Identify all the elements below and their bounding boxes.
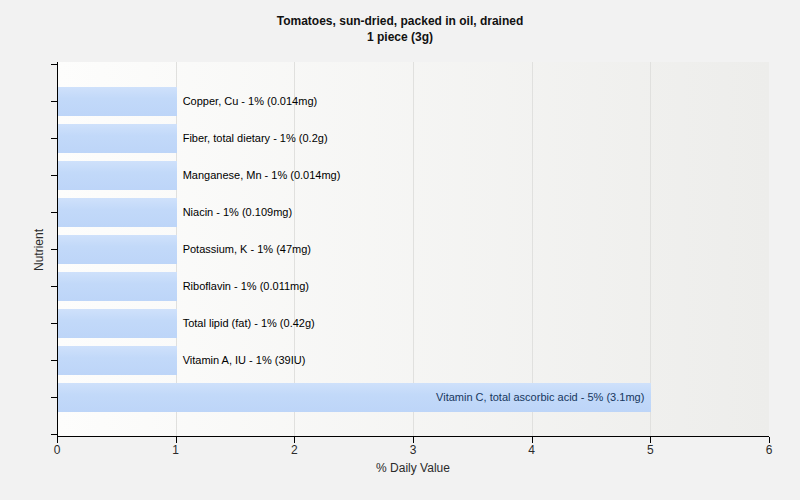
nutrient-bar-chart: Tomatoes, sun-dried, packed in oil, drai… — [0, 0, 800, 500]
y-axis-tick — [51, 434, 57, 435]
x-axis-title: % Daily Value — [57, 461, 769, 475]
y-axis-tick — [51, 249, 57, 250]
chart-title-line1: Tomatoes, sun-dried, packed in oil, drai… — [0, 13, 800, 29]
y-axis-title: Nutrient — [32, 229, 46, 271]
bar — [58, 87, 177, 116]
bar-label: Total lipid (fat) - 1% (0.42g) — [183, 309, 315, 338]
y-axis-tick — [51, 360, 57, 361]
x-axis-tick-label: 6 — [749, 443, 789, 457]
chart-title-line2: 1 piece (3g) — [0, 29, 800, 45]
y-axis-tick — [51, 286, 57, 287]
bar — [58, 309, 177, 338]
bar-label: Vitamin A, IU - 1% (39IU) — [183, 346, 306, 375]
bar-label: Riboflavin - 1% (0.011mg) — [183, 272, 309, 301]
bar-label: Fiber, total dietary - 1% (0.2g) — [183, 124, 328, 153]
x-axis-tick-label: 2 — [274, 443, 314, 457]
x-axis-tick-label: 4 — [512, 443, 552, 457]
bar-label: Potassium, K - 1% (47mg) — [183, 235, 311, 264]
bar-label: Manganese, Mn - 1% (0.014mg) — [183, 161, 341, 190]
plot-area: Copper, Cu - 1% (0.014mg) Fiber, total di… — [57, 62, 769, 437]
bar — [58, 198, 177, 227]
y-axis-tick — [51, 212, 57, 213]
y-axis-tick — [51, 397, 57, 398]
bar — [58, 346, 177, 375]
bar-label: Niacin - 1% (0.109mg) — [183, 198, 292, 227]
x-axis-tick-label: 5 — [630, 443, 670, 457]
bar — [58, 161, 177, 190]
y-axis-tick — [51, 175, 57, 176]
bar — [58, 124, 177, 153]
y-axis-tick — [51, 138, 57, 139]
x-axis-tick-label: 1 — [156, 443, 196, 457]
gridline — [650, 62, 651, 436]
y-axis-tick — [51, 323, 57, 324]
y-axis-tick — [51, 64, 57, 65]
chart-title: Tomatoes, sun-dried, packed in oil, drai… — [0, 13, 800, 45]
bar — [58, 272, 177, 301]
bar-label: Vitamin C, total ascorbic acid - 5% (3.1… — [58, 383, 644, 412]
y-axis-tick — [51, 101, 57, 102]
x-axis-tick-label: 3 — [393, 443, 433, 457]
gridline — [413, 62, 414, 436]
gridline — [532, 62, 533, 436]
bar-label: Copper, Cu - 1% (0.014mg) — [183, 87, 318, 116]
bar — [58, 235, 177, 264]
x-axis-tick-label: 0 — [37, 443, 77, 457]
